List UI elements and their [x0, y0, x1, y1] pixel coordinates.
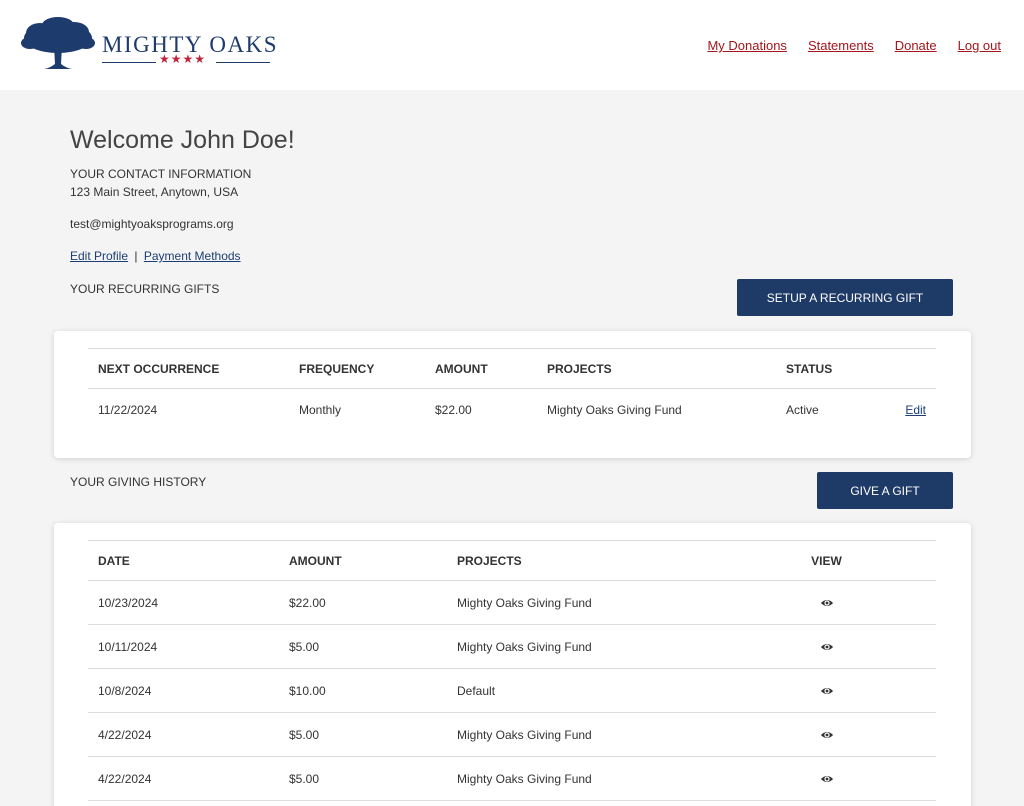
edit-profile-link[interactable]: Edit Profile — [70, 249, 129, 263]
column-header: PROJECTS — [537, 348, 776, 389]
contact-email: test@mightyoaksprograms.org — [70, 217, 234, 231]
gift-amount: $10.00 — [279, 668, 447, 713]
table-row: 10/11/2024 $5.00 Mighty Oaks Giving Fund — [88, 624, 936, 669]
giving-history-heading: YOUR GIVING HISTORY — [70, 475, 207, 489]
table-row: 4/22/2024 $5.00 Mighty Oaks Giving Fund — [88, 712, 936, 757]
column-header: AMOUNT — [425, 348, 537, 389]
oak-tree-icon — [21, 17, 95, 69]
column-header: AMOUNT — [279, 540, 447, 581]
nav-my-donations[interactable]: My Donations — [707, 38, 787, 53]
table-header-row: DATE AMOUNT PROJECTS VIEW — [88, 540, 936, 581]
recurring-gifts-heading: YOUR RECURRING GIFTS — [70, 282, 220, 296]
brand-divider — [216, 62, 270, 63]
gift-project: Mighty Oaks Giving Fund — [447, 624, 747, 669]
star-icons: ★★★★ — [159, 52, 207, 66]
header: MIGHTY OAKS ★★★★ My Donations Statements… — [0, 0, 1024, 90]
nav-log-out[interactable]: Log out — [957, 38, 1001, 53]
gift-project: Default — [447, 668, 747, 713]
table-header-row: NEXT OCCURRENCE FREQUENCY AMOUNT PROJECT… — [88, 348, 936, 389]
eye-icon[interactable] — [820, 772, 834, 786]
eye-icon[interactable] — [820, 596, 834, 610]
brand-divider — [102, 62, 156, 63]
amount: $22.00 — [435, 402, 472, 417]
contact-heading: YOUR CONTACT INFORMATION — [70, 167, 252, 181]
column-header: FREQUENCY — [289, 348, 425, 389]
column-header: DATE — [88, 540, 279, 581]
profile-links: Edit Profile | Payment Methods — [70, 249, 241, 263]
gift-date: 10/8/2024 — [88, 668, 279, 713]
brand-name: MIGHTY OAKS — [102, 32, 279, 57]
gift-date: 10/23/2024 — [88, 580, 279, 625]
nav-statements[interactable]: Statements — [807, 38, 874, 53]
table-row: 10/23/2024 $22.00 Mighty Oaks Giving Fun… — [88, 580, 936, 625]
table-row: 11/22/2024 Monthly $22.00 Mighty Oaks Gi… — [88, 389, 936, 431]
giving-history-table: DATE AMOUNT PROJECTS VIEW 10/23/2024 $22… — [88, 540, 936, 801]
give-a-gift-button[interactable]: GIVE A GIFT — [817, 472, 953, 509]
status: Active — [786, 402, 819, 417]
welcome-heading: Welcome John Doe! — [70, 126, 295, 154]
column-header: STATUS — [776, 348, 876, 389]
top-nav: My Donations Statements Donate Log out — [707, 38, 1001, 53]
gift-date: 4/22/2024 — [88, 712, 279, 757]
gift-project: Mighty Oaks Giving Fund — [447, 580, 747, 625]
nav-donate[interactable]: Donate — [894, 38, 937, 53]
recurring-gifts-card: NEXT OCCURRENCE FREQUENCY AMOUNT PROJECT… — [54, 331, 971, 458]
gift-amount: $22.00 — [279, 580, 447, 625]
eye-icon[interactable] — [820, 728, 834, 742]
gift-project: Mighty Oaks Giving Fund — [447, 712, 747, 757]
gift-amount: $5.00 — [279, 756, 447, 801]
eye-icon[interactable] — [820, 684, 834, 698]
gift-amount: $5.00 — [279, 712, 447, 757]
gift-date: 4/22/2024 — [88, 756, 279, 801]
gift-project: Mighty Oaks Giving Fund — [447, 756, 747, 801]
giving-history-card: DATE AMOUNT PROJECTS VIEW 10/23/2024 $22… — [54, 523, 971, 806]
eye-icon[interactable] — [820, 640, 834, 654]
column-header — [876, 348, 936, 389]
contact-address: 123 Main Street, Anytown, USA — [70, 185, 239, 199]
payment-methods-link[interactable]: Payment Methods — [143, 249, 241, 263]
column-header: VIEW — [747, 540, 936, 581]
table-row: 10/8/2024 $10.00 Default — [88, 668, 936, 713]
gift-amount: $5.00 — [279, 624, 447, 669]
logo[interactable]: MIGHTY OAKS ★★★★ — [20, 16, 280, 72]
column-header: PROJECTS — [447, 540, 747, 581]
next-occurrence: 11/22/2024 — [98, 402, 158, 417]
link-separator: | — [134, 249, 138, 263]
gift-date: 10/11/2024 — [88, 624, 279, 669]
project: Mighty Oaks Giving Fund — [547, 402, 682, 417]
edit-recurring-gift-link[interactable]: Edit — [905, 402, 926, 417]
frequency: Monthly — [299, 402, 342, 417]
table-row: 4/22/2024 $5.00 Mighty Oaks Giving Fund — [88, 756, 936, 801]
column-header: NEXT OCCURRENCE — [88, 348, 289, 389]
recurring-gifts-table: NEXT OCCURRENCE FREQUENCY AMOUNT PROJECT… — [88, 348, 936, 431]
setup-recurring-gift-button[interactable]: SETUP A RECURRING GIFT — [737, 279, 953, 316]
